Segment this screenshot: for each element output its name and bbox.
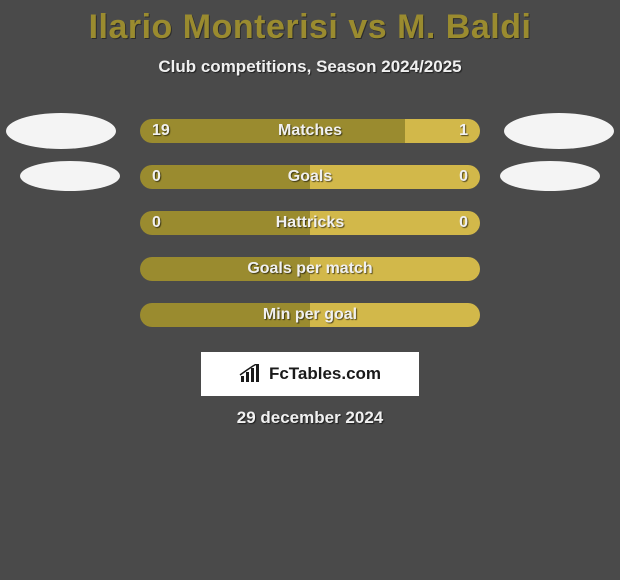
bar-segment-left <box>140 165 310 189</box>
stat-value-right: 0 <box>459 211 468 235</box>
stat-bar <box>140 211 480 235</box>
stat-row: Goals00 <box>0 165 620 189</box>
stat-value-right: 1 <box>459 119 468 143</box>
stat-value-left: 0 <box>152 165 161 189</box>
stat-rows: Matches191Goals00Hattricks00Goals per ma… <box>0 119 620 327</box>
bar-segment-left <box>140 211 310 235</box>
stat-row: Hattricks00 <box>0 211 620 235</box>
stat-row: Goals per match <box>0 257 620 281</box>
date-label: 29 december 2024 <box>0 408 620 428</box>
stat-value-left: 0 <box>152 211 161 235</box>
bar-segment-left <box>140 119 405 143</box>
chart-icon <box>239 364 263 384</box>
stat-value-right: 0 <box>459 165 468 189</box>
bar-segment-right <box>405 119 480 143</box>
stat-bar <box>140 257 480 281</box>
bar-segment-right <box>310 303 480 327</box>
player-right-avatar <box>504 113 614 149</box>
stat-value-left: 19 <box>152 119 170 143</box>
stat-row: Matches191 <box>0 119 620 143</box>
player-left-avatar <box>20 161 120 191</box>
brand-logo: FcTables.com <box>201 352 419 396</box>
brand-text: FcTables.com <box>269 364 381 384</box>
stat-bar <box>140 165 480 189</box>
stat-row: Min per goal <box>0 303 620 327</box>
bar-segment-left <box>140 257 310 281</box>
player-right-avatar <box>500 161 600 191</box>
stat-bar <box>140 303 480 327</box>
player-left-avatar <box>6 113 116 149</box>
stat-bar <box>140 119 480 143</box>
bar-segment-right <box>310 165 480 189</box>
subtitle: Club competitions, Season 2024/2025 <box>0 57 620 77</box>
page-title: Ilario Monterisi vs M. Baldi <box>0 0 620 47</box>
bar-segment-right <box>310 257 480 281</box>
bar-segment-left <box>140 303 310 327</box>
comparison-infographic: Ilario Monterisi vs M. Baldi Club compet… <box>0 0 620 580</box>
bar-segment-right <box>310 211 480 235</box>
